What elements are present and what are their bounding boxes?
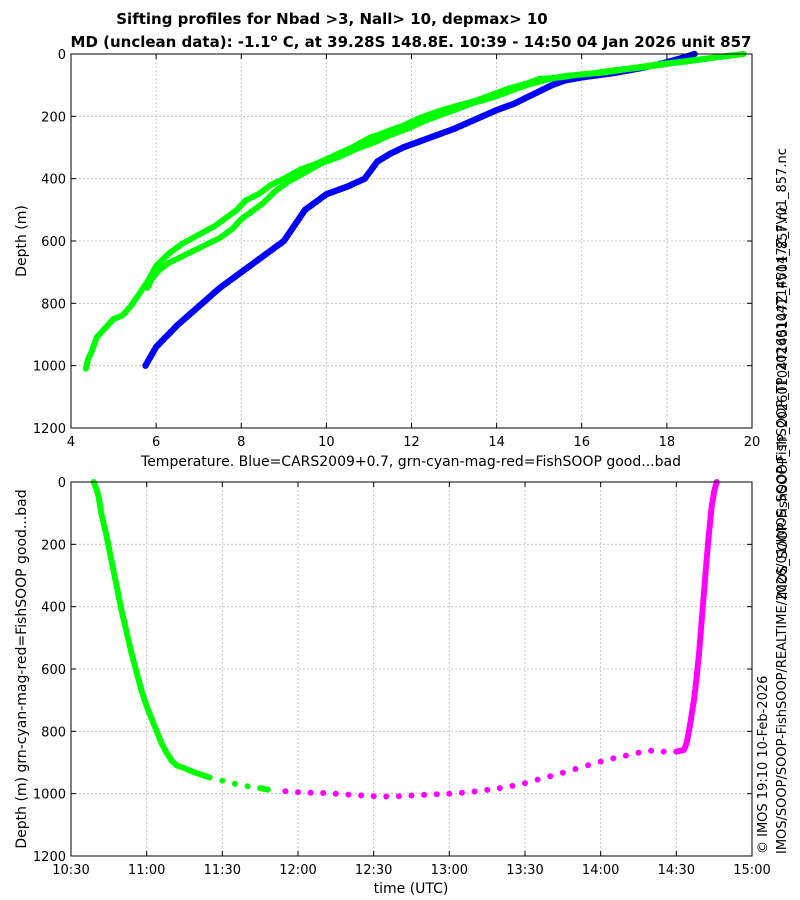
data-point — [421, 791, 428, 798]
data-point — [142, 362, 149, 369]
data-point — [82, 365, 89, 372]
time-y-tick-label: 600 — [41, 663, 66, 678]
data-point — [307, 789, 314, 796]
time-x-tick-label: 13:30 — [506, 863, 543, 878]
temperature-x-axis-label: Temperature. Blue=CARS2009+0.7, grn-cyan… — [140, 454, 681, 470]
data-point — [295, 789, 301, 796]
data-point — [231, 780, 238, 787]
data-point — [471, 788, 478, 795]
time-x-tick-label: 12:00 — [279, 863, 316, 878]
data-point — [282, 788, 289, 795]
filename-side-label: IMOS_SOOP-FishSOOP_TP_20260104T145147Z_F… — [776, 205, 791, 599]
data-point — [395, 793, 402, 800]
data-point — [522, 780, 528, 787]
temperature-x-tick-label: 12 — [403, 435, 420, 450]
temperature-y-tick-label: 200 — [41, 110, 66, 125]
time-x-tick-label: 13:00 — [431, 863, 468, 878]
temperature-x-tick-label: 18 — [659, 435, 676, 450]
data-point — [144, 284, 151, 291]
credit-side-label: © IMOS 19:10 10-Feb-2026 — [756, 676, 771, 854]
data-point — [446, 790, 453, 797]
time-y-tick-label: 0 — [58, 476, 66, 491]
data-point — [206, 774, 213, 781]
data-point — [660, 748, 667, 755]
temperature-x-tick-label: 14 — [488, 435, 505, 450]
time-x-tick-label: 14:30 — [658, 863, 695, 878]
data-point — [648, 747, 655, 754]
time-y-tick-label: 1200 — [33, 850, 66, 865]
temperature-x-tick-label: 6 — [152, 435, 160, 450]
temperature-y-tick-label: 600 — [41, 235, 66, 250]
time-x-tick-label: 12:30 — [355, 863, 392, 878]
data-point — [509, 782, 516, 789]
data-point — [458, 789, 465, 796]
data-point — [585, 762, 592, 769]
temperature-x-tick-label: 16 — [573, 435, 590, 450]
data-point — [484, 786, 491, 793]
data-point — [408, 792, 415, 799]
data-point — [433, 791, 440, 798]
data-point — [320, 790, 327, 796]
time-x-tick-label: 14:00 — [582, 863, 619, 878]
temperature-y-axis-label: Depth (m) — [14, 205, 30, 277]
temperature-y-tick-label: 1000 — [33, 360, 66, 375]
data-point — [610, 755, 617, 762]
depth-time-plot: 10:30 11:00 11:30 12:00 12:30 13:00 13:30 14:00… — [14, 476, 771, 897]
temperature-x-tick-label: 20 — [744, 435, 761, 450]
title-line-2-suffix: C, at 39.28S 148.8E. 10:39 - 14:50 04 Ja… — [277, 33, 751, 51]
temperature-y-tick-label: 1200 — [33, 422, 66, 437]
time-y-tick-label: 800 — [41, 725, 66, 740]
data-point — [534, 776, 541, 783]
data-point — [572, 766, 579, 772]
temperature-x-tick-label: 4 — [67, 435, 75, 450]
time-x-tick-label: 11:00 — [128, 863, 165, 878]
title-line-2-degree: o — [271, 33, 278, 44]
time-y-tick-label: 1000 — [33, 788, 66, 803]
depth-time-y-axis-label: Depth (m) grn-cyan-mag-red=FishSOOP good… — [14, 489, 30, 848]
time-series-1 — [282, 479, 720, 800]
data-point — [597, 758, 604, 765]
temperature-series-2 — [144, 52, 734, 291]
data-point — [559, 769, 566, 776]
temperature-y-tick-label: 400 — [41, 173, 66, 188]
data-point — [332, 790, 339, 797]
time-x-tick-label: 15:00 — [733, 863, 770, 878]
time-y-tick-label: 200 — [41, 538, 66, 553]
temperature-x-tick-label: 10 — [318, 435, 335, 450]
time-x-tick-label: 10:30 — [52, 863, 89, 878]
data-point — [358, 792, 365, 799]
data-point — [635, 749, 642, 756]
data-point — [244, 783, 251, 790]
data-point — [622, 752, 629, 759]
data-point — [264, 786, 271, 793]
title-line-2-prefix: MD (unclean data): -1.1 — [71, 33, 271, 51]
data-point — [370, 793, 377, 800]
title-line-2: MD (unclean data): -1.1o C, at 39.28S 14… — [71, 33, 752, 51]
data-point — [345, 791, 352, 798]
temperature-y-tick-label: 0 — [58, 48, 66, 63]
time-y-tick-label: 400 — [41, 601, 66, 616]
temperature-series-0 — [142, 50, 698, 369]
data-point — [496, 785, 503, 792]
data-point — [383, 793, 390, 800]
data-point — [219, 777, 226, 784]
time-x-axis-label: time (UTC) — [374, 881, 449, 897]
title-line-1: Sifting profiles for Nbad >3, Nall> 10, … — [116, 10, 547, 28]
time-series-0 — [90, 479, 271, 793]
temperature-x-tick-label: 8 — [237, 435, 245, 450]
data-point — [547, 773, 554, 780]
time-x-tick-label: 11:30 — [204, 863, 241, 878]
path-side-label: IMOS/SOOP/SOOP-FishSOOP/REALTIME/2026/01… — [775, 148, 790, 854]
temperature-y-tick-label: 800 — [41, 297, 66, 312]
